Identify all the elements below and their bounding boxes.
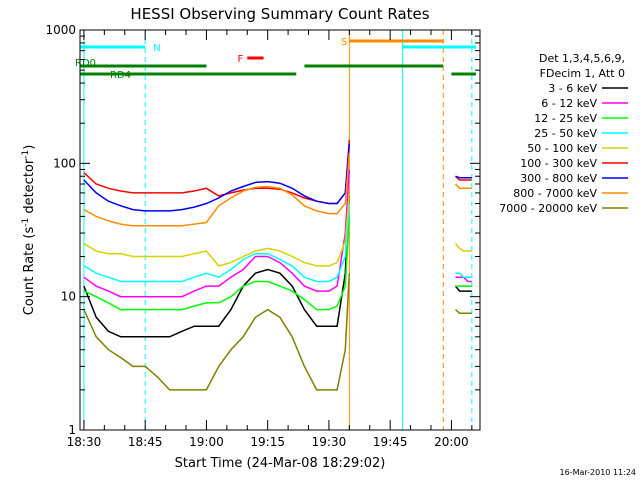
y-tick-label: 100 (53, 156, 76, 170)
data-series (83, 139, 472, 391)
vertical-markers (83, 30, 473, 430)
legend-entry-label: 100 - 300 keV (520, 157, 597, 170)
y-axis: 1 10 100 1000 (45, 23, 480, 437)
legend-entry-label: 25 - 50 keV (534, 127, 597, 140)
flag-label-n: N (153, 43, 160, 54)
series-line-4 (454, 243, 472, 252)
series-line-7 (454, 183, 472, 190)
flag-label-f: F (238, 54, 244, 65)
y-tick-label: 1000 (45, 23, 76, 37)
flag-label-rd4: RD4 (110, 70, 131, 81)
legend-entry-label: 50 - 100 keV (527, 142, 597, 155)
series-line-8 (83, 273, 351, 391)
legend-entry-label: 300 - 800 keV (520, 172, 597, 185)
x-tick-label: 19:30 (312, 435, 347, 449)
legend-header-2: FDecim 1, Att 0 (540, 67, 625, 80)
x-tick-label: 19:45 (373, 435, 408, 449)
y-tick-label: 10 (61, 290, 76, 304)
x-tick-label: 19:00 (189, 435, 224, 449)
series-line-7 (83, 152, 351, 227)
flag-label-rd0: RD0 (75, 58, 96, 69)
x-axis: 18:30 18:45 19:00 19:15 19:30 19:45 20:00 (67, 30, 473, 449)
x-axis-label: Start Time (24-Mar-08 18:29:02) (175, 456, 386, 471)
legend-entry-label: 800 - 7000 keV (513, 187, 597, 200)
legend: Det 1,3,4,5,6,9, FDecim 1, Att 0 3 - 6 k… (499, 52, 628, 215)
x-tick-label: 20:00 (434, 435, 469, 449)
plot-frame (79, 29, 481, 431)
series-line-8 (454, 309, 472, 315)
series-line-6 (83, 143, 351, 212)
series-line-0 (454, 285, 472, 292)
flag-bars: N S F RD0 RD4 (75, 37, 476, 81)
series-line-3 (83, 203, 351, 283)
series-line-5 (83, 139, 351, 205)
footer-timestamp: 16-Mar-2010 11:24 (560, 468, 637, 477)
chart-title: HESSI Observing Summary Count Rates (130, 5, 429, 23)
legend-entry-label: 12 - 25 keV (534, 112, 597, 125)
series-line-6 (455, 175, 472, 179)
series-line-1 (83, 169, 351, 298)
y-tick-label: 1 (68, 423, 76, 437)
y-axis-label: Count Rate (s-1 detector-1) (21, 145, 37, 316)
legend-entry-label: 3 - 6 keV (548, 82, 597, 95)
legend-entry-label: 6 - 12 keV (541, 97, 597, 110)
flag-label-s: S (341, 37, 347, 48)
series-line-4 (83, 192, 351, 267)
legend-entry-label: 7000 - 20000 keV (499, 202, 597, 215)
legend-header-1: Det 1,3,4,5,6,9, (539, 52, 625, 65)
x-tick-label: 18:45 (128, 435, 163, 449)
x-tick-label: 18:30 (67, 435, 102, 449)
series-line-5 (454, 175, 472, 181)
x-tick-label: 19:15 (250, 435, 285, 449)
series-line-0 (83, 192, 351, 338)
series-line-2 (83, 216, 351, 311)
series-line-3 (455, 272, 472, 278)
